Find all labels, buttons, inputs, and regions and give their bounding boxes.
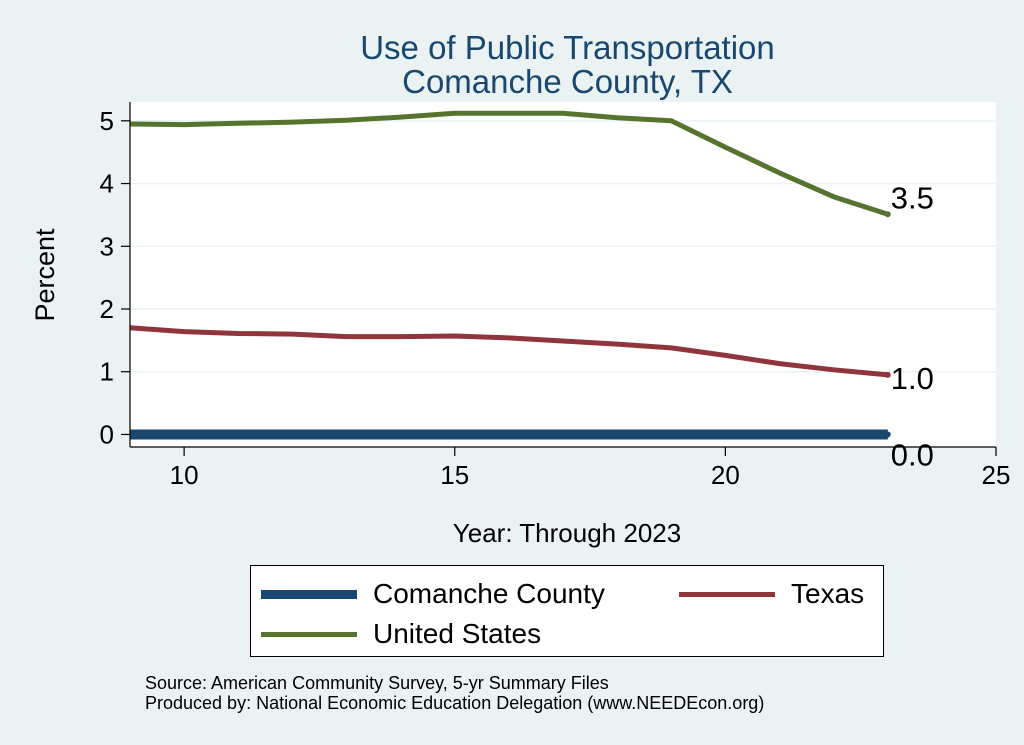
legend-label-texas: Texas [791, 578, 864, 610]
y-tick-label: 2 [100, 294, 114, 324]
y-tick-label: 5 [100, 106, 114, 136]
legend-swatch-comanche [261, 590, 357, 599]
chart-area: 0 1 2 3 4 5 10 15 20 25 0.0 1.0 3.5 Percent Year: T… [0, 0, 1024, 560]
legend-swatch-us [261, 632, 357, 637]
legend-label-us: United States [373, 618, 541, 650]
legend-label-comanche: Comanche County [373, 578, 605, 610]
end-label-united-states: 3.5 [891, 180, 934, 215]
x-axis-label: Year: Through 2023 [453, 518, 681, 548]
legend-swatch-texas [679, 592, 775, 597]
x-tick-label: 15 [440, 460, 469, 490]
y-tick-label: 1 [100, 357, 114, 387]
y-tick-label: 3 [100, 231, 114, 261]
legend: Comanche County Texas United States [250, 565, 884, 657]
y-axis-label: Percent [30, 228, 60, 322]
x-tick-label: 10 [170, 460, 199, 490]
plot-background [130, 102, 996, 447]
y-tick-label: 0 [100, 419, 114, 449]
footer: Source: American Community Survey, 5-yr … [145, 673, 764, 713]
legend-item-texas: Texas [679, 578, 864, 610]
x-tick-label: 25 [982, 460, 1011, 490]
producer-note: Produced by: National Economic Education… [145, 693, 764, 713]
x-tick-label: 20 [711, 460, 740, 490]
end-label-texas: 1.0 [891, 361, 934, 396]
y-tick-label: 4 [100, 169, 114, 199]
source-note: Source: American Community Survey, 5-yr … [145, 673, 764, 693]
legend-item-comanche: Comanche County [261, 578, 605, 610]
legend-item-us: United States [261, 618, 541, 650]
end-label-comanche-county: 0.0 [891, 437, 934, 472]
